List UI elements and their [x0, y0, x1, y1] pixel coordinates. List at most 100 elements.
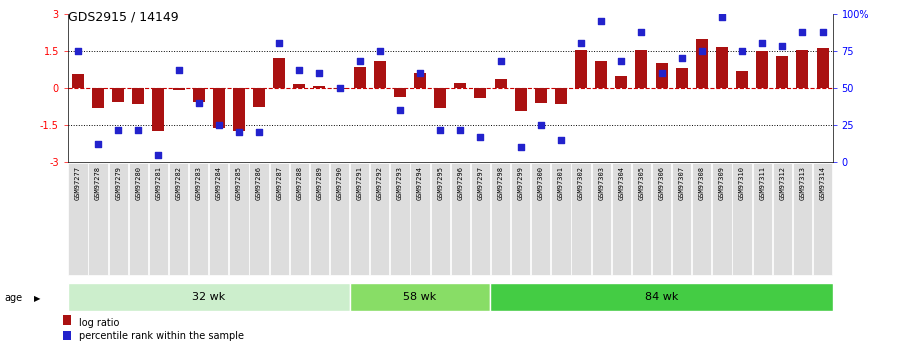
Bar: [92, 88, 104, 108]
Text: GSM97298: GSM97298: [498, 166, 503, 199]
Text: 84 wk: 84 wk: [645, 292, 678, 302]
Point: [574, 41, 588, 46]
FancyBboxPatch shape: [632, 163, 651, 275]
FancyBboxPatch shape: [109, 163, 128, 275]
FancyBboxPatch shape: [511, 163, 530, 275]
Text: GSM97281: GSM97281: [156, 166, 161, 199]
FancyBboxPatch shape: [491, 163, 510, 275]
Point: [292, 67, 307, 73]
Text: GSM97289: GSM97289: [317, 166, 322, 199]
Point: [654, 70, 669, 76]
Text: GSM97293: GSM97293: [397, 166, 403, 199]
Text: GSM97301: GSM97301: [557, 166, 564, 199]
Point: [513, 145, 528, 150]
Text: GSM97287: GSM97287: [276, 166, 282, 199]
FancyBboxPatch shape: [692, 163, 711, 275]
FancyBboxPatch shape: [813, 163, 833, 275]
Text: GSM97285: GSM97285: [236, 166, 242, 199]
Text: GSM97286: GSM97286: [256, 166, 262, 199]
FancyBboxPatch shape: [793, 163, 812, 275]
Text: GSM97309: GSM97309: [719, 166, 725, 199]
Point: [373, 48, 387, 54]
Text: log ratio: log ratio: [79, 318, 119, 327]
Point: [634, 29, 649, 34]
Bar: [313, 86, 326, 88]
Point: [775, 44, 789, 49]
Point: [312, 70, 327, 76]
FancyBboxPatch shape: [451, 163, 470, 275]
Point: [694, 48, 709, 54]
Text: 32 wk: 32 wk: [192, 292, 225, 302]
Bar: [414, 73, 426, 88]
FancyBboxPatch shape: [129, 163, 148, 275]
Text: GSM97295: GSM97295: [437, 166, 443, 199]
Bar: [434, 88, 446, 108]
FancyBboxPatch shape: [431, 163, 450, 275]
FancyBboxPatch shape: [229, 163, 249, 275]
FancyBboxPatch shape: [68, 283, 349, 310]
Point: [755, 41, 769, 46]
Point: [192, 100, 206, 106]
FancyBboxPatch shape: [410, 163, 430, 275]
FancyBboxPatch shape: [270, 163, 289, 275]
Bar: [173, 88, 185, 90]
FancyBboxPatch shape: [712, 163, 731, 275]
Text: GSM97282: GSM97282: [176, 166, 182, 199]
Point: [90, 141, 105, 147]
Bar: [394, 88, 406, 97]
Text: GSM97283: GSM97283: [195, 166, 202, 199]
Bar: [555, 88, 567, 104]
Text: GSM97297: GSM97297: [478, 166, 483, 199]
Text: GSM97288: GSM97288: [296, 166, 302, 199]
Point: [131, 127, 146, 132]
FancyBboxPatch shape: [209, 163, 228, 275]
Text: GSM97291: GSM97291: [357, 166, 363, 199]
FancyBboxPatch shape: [370, 163, 389, 275]
Bar: [736, 71, 748, 88]
Text: GSM97308: GSM97308: [699, 166, 705, 199]
Text: GSM97307: GSM97307: [679, 166, 685, 199]
Point: [433, 127, 447, 132]
Bar: [494, 79, 507, 88]
Bar: [152, 88, 165, 131]
Text: GSM97277: GSM97277: [75, 166, 81, 199]
Bar: [273, 58, 285, 88]
Point: [554, 137, 568, 143]
Bar: [816, 48, 829, 88]
Bar: [635, 50, 647, 88]
FancyBboxPatch shape: [390, 163, 410, 275]
FancyBboxPatch shape: [290, 163, 309, 275]
FancyBboxPatch shape: [350, 163, 369, 275]
Bar: [112, 88, 124, 101]
FancyBboxPatch shape: [471, 163, 491, 275]
FancyBboxPatch shape: [551, 163, 570, 275]
Point: [453, 127, 468, 132]
Point: [171, 67, 186, 73]
Point: [352, 59, 367, 64]
Text: GSM97292: GSM97292: [376, 166, 383, 199]
FancyBboxPatch shape: [592, 163, 611, 275]
Text: GSM97313: GSM97313: [799, 166, 805, 199]
Point: [735, 48, 749, 54]
Bar: [757, 51, 768, 88]
Bar: [655, 63, 668, 88]
Text: GSM97314: GSM97314: [820, 166, 825, 199]
Bar: [132, 88, 145, 104]
Bar: [696, 39, 708, 88]
Point: [614, 59, 629, 64]
Text: GSM97304: GSM97304: [618, 166, 624, 199]
FancyBboxPatch shape: [652, 163, 672, 275]
FancyBboxPatch shape: [571, 163, 591, 275]
Point: [232, 130, 246, 135]
Point: [212, 122, 226, 128]
Text: GSM97278: GSM97278: [95, 166, 101, 199]
Text: GDS2915 / 14149: GDS2915 / 14149: [68, 10, 178, 23]
Text: GSM97299: GSM97299: [518, 166, 524, 199]
Bar: [474, 88, 487, 98]
Text: GSM97310: GSM97310: [739, 166, 745, 199]
Point: [272, 41, 286, 46]
Point: [252, 130, 266, 135]
Bar: [676, 68, 688, 88]
Text: GSM97300: GSM97300: [538, 166, 544, 199]
FancyBboxPatch shape: [89, 163, 108, 275]
